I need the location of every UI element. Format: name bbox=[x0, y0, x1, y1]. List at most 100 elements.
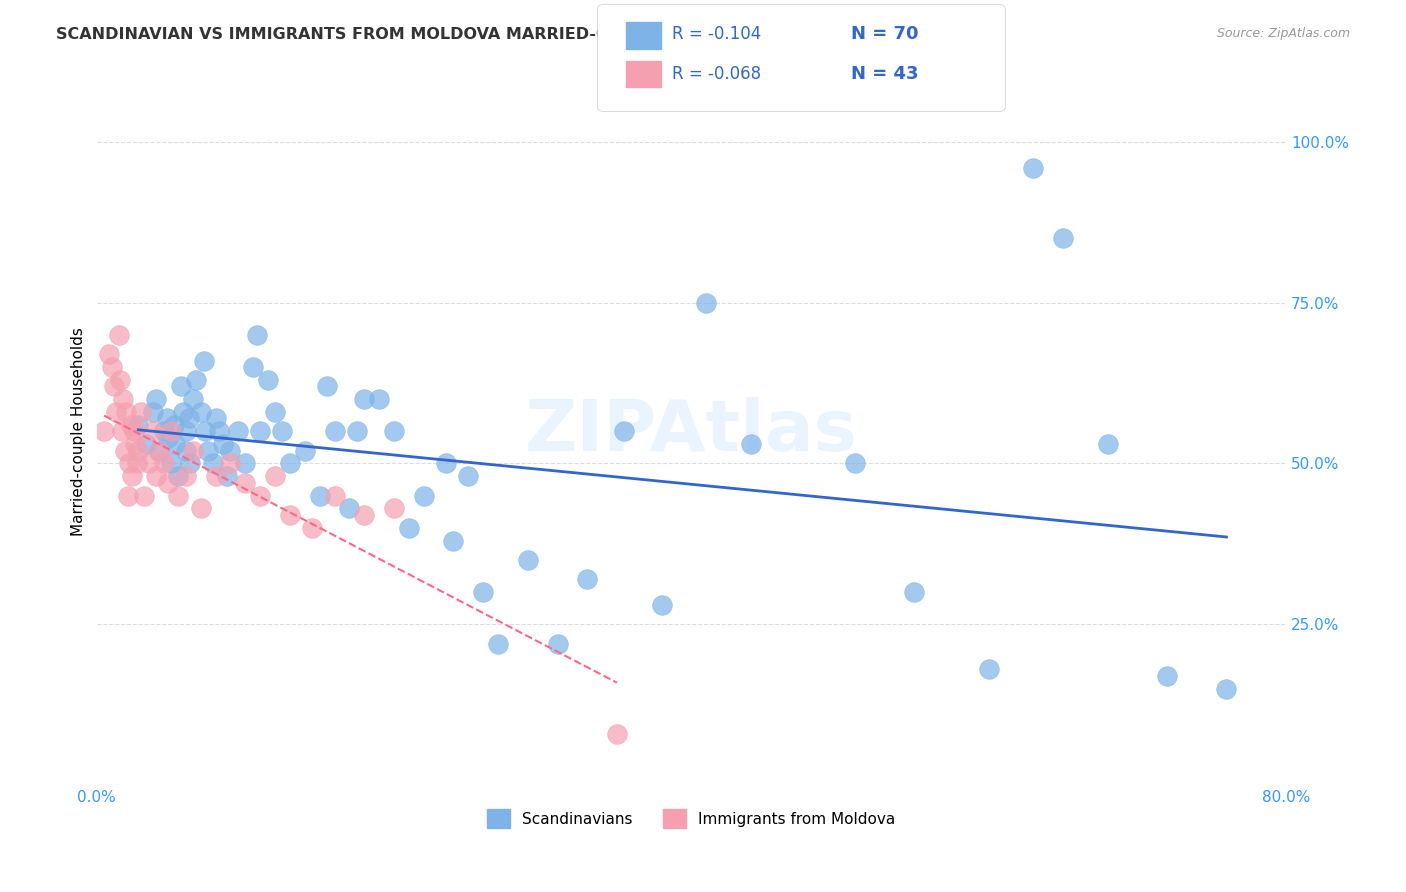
Point bbox=[576, 572, 599, 586]
Point bbox=[1052, 231, 1074, 245]
Text: R = -0.068: R = -0.068 bbox=[672, 65, 761, 83]
Point bbox=[134, 489, 156, 503]
Point bbox=[129, 405, 152, 419]
Point bbox=[145, 392, 167, 406]
Point bbox=[278, 508, 301, 522]
Point bbox=[194, 424, 217, 438]
Point bbox=[613, 424, 636, 438]
Point bbox=[163, 417, 186, 432]
Point bbox=[127, 443, 149, 458]
Point bbox=[740, 437, 762, 451]
Point bbox=[112, 392, 135, 406]
Point bbox=[118, 457, 141, 471]
Point bbox=[152, 457, 174, 471]
Point bbox=[145, 469, 167, 483]
Point bbox=[135, 437, 157, 451]
Point bbox=[1156, 669, 1178, 683]
Point bbox=[695, 295, 717, 310]
Point bbox=[233, 475, 256, 490]
Point bbox=[323, 489, 346, 503]
Point bbox=[114, 443, 136, 458]
Point bbox=[516, 553, 538, 567]
Point bbox=[160, 457, 183, 471]
Point bbox=[201, 457, 224, 471]
Point bbox=[110, 373, 132, 387]
Y-axis label: Married-couple Households: Married-couple Households bbox=[72, 326, 86, 536]
Point bbox=[353, 392, 375, 406]
Point bbox=[246, 327, 269, 342]
Text: Source: ZipAtlas.com: Source: ZipAtlas.com bbox=[1216, 27, 1350, 40]
Point bbox=[156, 475, 179, 490]
Point bbox=[207, 424, 229, 438]
Point bbox=[606, 726, 628, 740]
Point bbox=[148, 443, 170, 458]
Point bbox=[204, 469, 226, 483]
Point bbox=[181, 392, 204, 406]
Point bbox=[156, 431, 179, 445]
Point bbox=[1022, 161, 1045, 175]
Point bbox=[108, 327, 131, 342]
Point bbox=[412, 489, 434, 503]
Legend: Scandinavians, Immigrants from Moldova: Scandinavians, Immigrants from Moldova bbox=[481, 803, 901, 834]
Point bbox=[174, 469, 197, 483]
Point bbox=[142, 424, 165, 438]
Point bbox=[138, 457, 160, 471]
Point bbox=[127, 417, 149, 432]
Point bbox=[249, 489, 271, 503]
Point bbox=[382, 424, 405, 438]
Point bbox=[547, 636, 569, 650]
Point bbox=[382, 501, 405, 516]
Point bbox=[219, 457, 242, 471]
Point bbox=[278, 457, 301, 471]
Point bbox=[172, 405, 194, 419]
Point bbox=[294, 443, 316, 458]
Point bbox=[249, 424, 271, 438]
Point bbox=[103, 379, 125, 393]
Point bbox=[486, 636, 509, 650]
Point bbox=[186, 373, 208, 387]
Point bbox=[1097, 437, 1119, 451]
Point bbox=[193, 353, 215, 368]
Point bbox=[844, 457, 866, 471]
Point bbox=[301, 521, 323, 535]
Point bbox=[190, 405, 212, 419]
Point bbox=[97, 347, 120, 361]
Point bbox=[271, 424, 294, 438]
Point bbox=[93, 424, 115, 438]
Text: ZIPAtlas: ZIPAtlas bbox=[524, 397, 858, 466]
Point bbox=[256, 373, 278, 387]
Point bbox=[457, 469, 479, 483]
Point bbox=[651, 598, 673, 612]
Point bbox=[117, 489, 139, 503]
Point bbox=[155, 411, 177, 425]
Text: R = -0.104: R = -0.104 bbox=[672, 25, 761, 43]
Text: N = 43: N = 43 bbox=[851, 65, 918, 83]
Point bbox=[124, 437, 146, 451]
Point bbox=[264, 405, 287, 419]
Point bbox=[174, 443, 197, 458]
Point bbox=[120, 417, 142, 432]
Point bbox=[165, 437, 187, 451]
Point bbox=[977, 662, 1000, 676]
Point bbox=[242, 359, 264, 374]
Point bbox=[197, 443, 219, 458]
Point bbox=[167, 469, 190, 483]
Text: SCANDINAVIAN VS IMMIGRANTS FROM MOLDOVA MARRIED-COUPLE HOUSEHOLDS CORRELATION CH: SCANDINAVIAN VS IMMIGRANTS FROM MOLDOVA … bbox=[56, 27, 995, 42]
Point bbox=[264, 469, 287, 483]
Point bbox=[121, 469, 143, 483]
Point bbox=[152, 424, 174, 438]
Point bbox=[472, 585, 495, 599]
Point bbox=[368, 392, 391, 406]
Point bbox=[233, 457, 256, 471]
Point bbox=[104, 405, 127, 419]
Point bbox=[190, 501, 212, 516]
Point bbox=[170, 379, 193, 393]
Point bbox=[100, 359, 122, 374]
Point bbox=[346, 424, 368, 438]
Point bbox=[323, 424, 346, 438]
Point bbox=[142, 405, 165, 419]
Point bbox=[219, 443, 242, 458]
Point bbox=[204, 411, 226, 425]
Point bbox=[181, 443, 204, 458]
Point bbox=[226, 424, 249, 438]
